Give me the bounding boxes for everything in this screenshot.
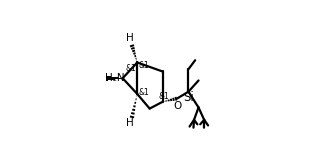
Text: O: O: [173, 101, 181, 111]
Text: H: H: [126, 118, 134, 128]
Text: H: H: [126, 33, 134, 43]
Text: Si: Si: [183, 91, 194, 104]
Text: &1: &1: [139, 88, 150, 97]
Text: &1: &1: [139, 61, 150, 70]
Text: &1: &1: [159, 92, 169, 101]
Text: &1: &1: [126, 64, 136, 73]
Text: H₂N: H₂N: [105, 73, 125, 83]
